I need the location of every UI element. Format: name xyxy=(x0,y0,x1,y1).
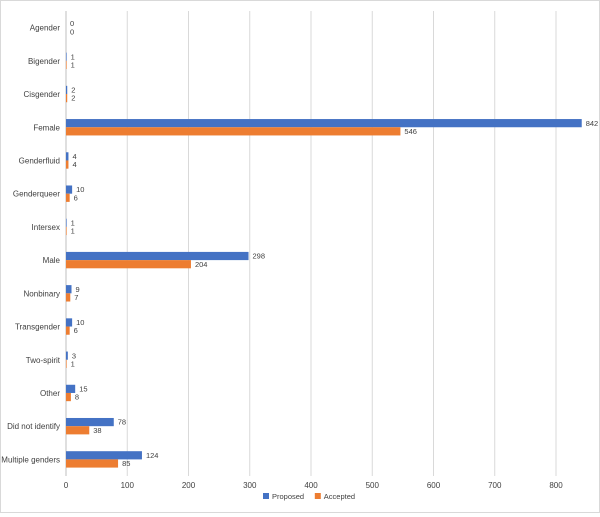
bars xyxy=(66,52,582,468)
bar-proposed xyxy=(66,52,67,61)
category-label: Did not identify xyxy=(7,422,60,431)
legend-swatch xyxy=(314,493,321,499)
bar-proposed xyxy=(66,218,67,227)
x-tick-label: 600 xyxy=(427,481,441,490)
bar-proposed xyxy=(66,119,582,128)
bar-proposed xyxy=(66,318,73,327)
x-tick-label: 800 xyxy=(549,481,563,490)
category-label: Cisgender xyxy=(24,90,61,99)
data-label-proposed: 10 xyxy=(76,318,84,327)
data-label-accepted: 0 xyxy=(70,27,74,36)
category-label: Genderqueer xyxy=(13,190,60,199)
x-tick-label: 100 xyxy=(121,481,135,490)
bar-accepted xyxy=(66,160,69,169)
x-tick-label: 300 xyxy=(243,481,257,490)
data-labels: 0011228425464410611298204971063115878381… xyxy=(70,19,598,468)
data-label-accepted: 1 xyxy=(71,227,75,236)
bar-proposed xyxy=(66,351,68,360)
x-tick-label: 700 xyxy=(488,481,502,490)
category-label: Genderfluid xyxy=(19,156,60,165)
category-label: Nonbinary xyxy=(24,289,60,298)
category-label: Multiple genders xyxy=(1,455,60,464)
data-label-proposed: 10 xyxy=(76,185,84,194)
data-label-accepted: 546 xyxy=(404,127,417,136)
bar-proposed xyxy=(66,185,73,194)
data-label-proposed: 842 xyxy=(586,119,599,128)
bar-proposed xyxy=(66,384,76,393)
bar-proposed xyxy=(66,251,249,261)
legend-swatch xyxy=(263,493,269,499)
bar-accepted xyxy=(66,359,67,368)
category-label: Two-spirit xyxy=(26,356,61,365)
x-tick-label: 500 xyxy=(366,481,380,490)
data-label-proposed: 78 xyxy=(118,418,126,427)
category-label: Male xyxy=(43,256,61,265)
data-label-proposed: 15 xyxy=(79,384,87,393)
bar-accepted xyxy=(66,459,119,468)
data-label-accepted: 1 xyxy=(71,359,75,368)
data-label-proposed: 3 xyxy=(72,351,76,360)
data-label-accepted: 6 xyxy=(74,326,78,335)
data-label-accepted: 85 xyxy=(122,459,130,468)
data-label-accepted: 1 xyxy=(71,61,75,70)
bar-proposed xyxy=(66,417,114,427)
bar-proposed xyxy=(66,85,68,95)
data-label-proposed: 2 xyxy=(71,86,75,95)
value-axis: 0 100 200 300 400 500 600 700 800 xyxy=(64,481,563,490)
bar-proposed xyxy=(66,285,72,294)
legend-label: Proposed xyxy=(272,492,304,501)
category-label: Other xyxy=(40,389,60,398)
data-label-proposed: 1 xyxy=(71,52,75,61)
category-axis: Agender Bigender Cisgender Female Genderflui… xyxy=(1,24,60,465)
data-label-accepted: 8 xyxy=(75,393,79,402)
data-label-accepted: 2 xyxy=(71,94,75,103)
bar-accepted xyxy=(66,293,71,302)
category-label: Female xyxy=(33,123,60,132)
bar-accepted xyxy=(66,326,70,335)
data-label-accepted: 7 xyxy=(74,293,78,302)
bar-accepted xyxy=(66,127,401,136)
category-label: Intersex xyxy=(32,223,60,232)
category-label: Transgender xyxy=(15,323,60,332)
legend: Proposed Accepted xyxy=(263,492,355,501)
category-label: Bigender xyxy=(28,57,60,66)
bar-accepted xyxy=(66,260,191,269)
bar-proposed xyxy=(66,152,69,161)
data-label-proposed: 1 xyxy=(71,218,75,227)
x-tick-label: 400 xyxy=(304,481,318,490)
data-label-proposed: 298 xyxy=(253,252,266,261)
bar-accepted xyxy=(66,392,71,402)
x-tick-label: 200 xyxy=(182,481,196,490)
data-label-accepted: 38 xyxy=(93,426,101,435)
data-label-accepted: 6 xyxy=(74,193,78,202)
data-label-proposed: 0 xyxy=(70,19,74,28)
data-label-proposed: 4 xyxy=(72,152,76,161)
gridlines xyxy=(65,11,557,476)
data-label-accepted: 4 xyxy=(72,160,76,169)
bar-accepted xyxy=(66,426,90,435)
x-tick-label: 0 xyxy=(64,481,69,490)
bar-accepted xyxy=(66,60,67,70)
data-label-accepted: 204 xyxy=(195,260,208,269)
data-label-proposed: 9 xyxy=(76,285,80,294)
bar-accepted xyxy=(66,226,67,236)
category-label: Agender xyxy=(30,24,61,33)
data-label-proposed: 124 xyxy=(146,451,159,460)
legend-label: Accepted xyxy=(324,492,355,501)
bar-proposed xyxy=(66,451,142,460)
bar-accepted xyxy=(66,94,68,103)
bar-accepted xyxy=(66,193,70,202)
